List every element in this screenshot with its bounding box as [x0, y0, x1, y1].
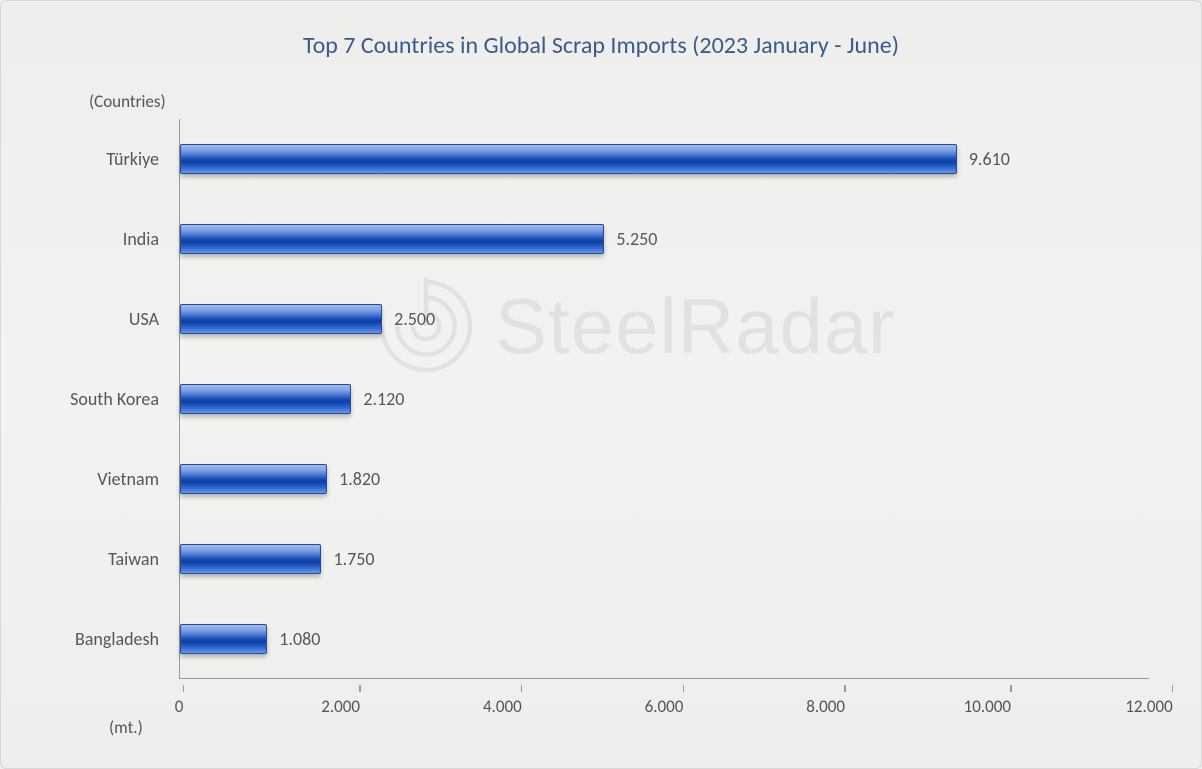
- bar-value-label: 1.750: [321, 548, 374, 570]
- x-tick: 0: [179, 685, 188, 717]
- x-tick-label: 10.000: [964, 696, 1011, 717]
- bar: [180, 624, 267, 654]
- bar: [180, 384, 351, 414]
- x-tick-mark: [844, 685, 846, 692]
- bar: [180, 544, 321, 574]
- category-label: USA: [9, 308, 169, 330]
- bar-value-label: 9.610: [957, 148, 1010, 170]
- bar-value-label: 1.820: [327, 468, 380, 490]
- bar-row: 1.820: [180, 464, 327, 494]
- category-label: Türkiye: [9, 148, 169, 170]
- bar-value-label: 5.250: [604, 228, 657, 250]
- x-tick-label: 4.000: [483, 696, 522, 717]
- category-label: Taiwan: [9, 548, 169, 570]
- plot-area: 9.610 5.250 2.500 2.120 1.820 1.750 1.080: [179, 119, 1149, 679]
- x-tick: 2.000: [341, 685, 380, 717]
- x-tick-label: 8.000: [806, 696, 845, 717]
- x-tick-label: 2.000: [321, 696, 360, 717]
- bar-value-label: 1.080: [267, 628, 320, 650]
- category-label: Vietnam: [9, 468, 169, 490]
- bar-row: 1.080: [180, 624, 267, 654]
- chart-container: Top 7 Countries in Global Scrap Imports …: [0, 0, 1202, 769]
- bar: [180, 464, 327, 494]
- x-tick-mark: [521, 685, 523, 692]
- x-tick: 8.000: [826, 685, 865, 717]
- x-axis-title: (mt.): [109, 717, 143, 738]
- x-tick: 12.000: [1149, 685, 1196, 717]
- bar-row: 9.610: [180, 144, 957, 174]
- y-axis-title: (Countries): [89, 91, 166, 112]
- x-axis-ticks: 02.0004.0006.0008.00010.00012.000: [179, 685, 1149, 715]
- x-tick: 10.000: [987, 685, 1034, 717]
- x-tick-mark: [683, 685, 685, 692]
- x-tick-mark: [359, 685, 361, 692]
- x-tick: 6.000: [664, 685, 703, 717]
- bar-row: 2.500: [180, 304, 382, 334]
- x-tick-mark: [1172, 685, 1174, 692]
- bar-value-label: 2.500: [382, 308, 435, 330]
- category-label: India: [9, 228, 169, 250]
- bar-row: 1.750: [180, 544, 321, 574]
- bar: [180, 304, 382, 334]
- x-tick-label: 0: [175, 696, 184, 717]
- bar: [180, 144, 957, 174]
- bar-value-label: 2.120: [351, 388, 404, 410]
- category-label: South Korea: [9, 388, 169, 410]
- x-tick: 4.000: [502, 685, 541, 717]
- bar-row: 2.120: [180, 384, 351, 414]
- x-tick-label: 6.000: [645, 696, 684, 717]
- y-axis-labels: Türkiye India USA South Korea Vietnam Taiwan B…: [1, 119, 169, 679]
- bar: [180, 224, 604, 254]
- category-label: Bangladesh: [9, 628, 169, 650]
- chart-title: Top 7 Countries in Global Scrap Imports …: [1, 31, 1201, 60]
- x-tick-mark: [183, 685, 185, 692]
- x-tick-label: 12.000: [1125, 696, 1172, 717]
- bar-row: 5.250: [180, 224, 604, 254]
- x-tick-mark: [1010, 685, 1012, 692]
